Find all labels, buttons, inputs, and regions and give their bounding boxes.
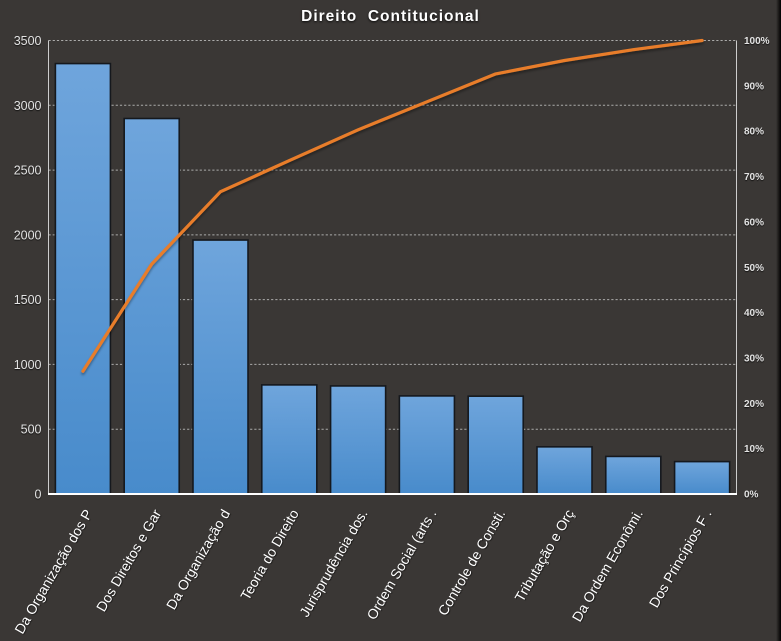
y-axis-tick-label: 3000 [14,99,42,113]
category-label: Tributação e Orç [511,507,577,605]
y-axis-tick-label: 500 [21,423,42,437]
chart-title: Direito Contitucional [301,8,480,25]
percent-axis-tick-label: 80% [744,127,764,138]
category-label: Da Organização d [163,507,233,613]
y-axis-tick-label: 2000 [14,228,42,242]
y-axis-tick-label: 1500 [14,293,42,307]
y-axis-tick-label: 0 [35,488,42,502]
percent-axis-tick-label: 40% [744,308,764,319]
percent-axis-tick-label: 60% [744,217,764,228]
bar-4 [260,384,318,495]
bar-1 [54,62,112,495]
category-label: Dos Direitos e Gar [93,506,165,614]
category-label: Da Organização dos P [11,507,95,637]
y-axis-tick-label: 3500 [14,34,42,48]
percent-axis-tick-label: 50% [744,263,764,274]
percent-axis-tick-label: 70% [744,172,764,183]
category-label: Teoria do Direito [237,506,302,602]
cumulative-line [81,38,704,373]
bar-10 [673,460,731,495]
bar-3 [192,239,249,495]
bar-5 [329,385,387,495]
percent-axis-tick-label: 10% [744,444,764,455]
percent-axis-tick-label: 0% [744,490,759,501]
category-label: Controle de Consti. [435,507,509,619]
bar-8 [536,446,593,495]
percent-axis-tick-label: 100% [744,36,770,47]
y-axis-tick-label: 2500 [14,164,42,178]
right-edge-shade [776,0,781,641]
bar-7 [467,395,525,495]
bar-6 [398,395,456,495]
bar-9 [604,455,662,495]
y-axis-tick-label: 1000 [14,358,42,372]
percent-axis-tick-label: 30% [744,353,764,364]
category-label: Jurisprudência dos. [296,507,371,620]
percent-axis-tick-label: 20% [744,399,764,410]
bar-2 [123,117,181,495]
category-label: Ordem Social (arts . [363,507,439,623]
category-label: Dos Princípios F . [646,507,715,611]
category-label: Da Ordem Econômi. [569,507,646,625]
percent-axis-tick-label: 90% [744,81,764,92]
